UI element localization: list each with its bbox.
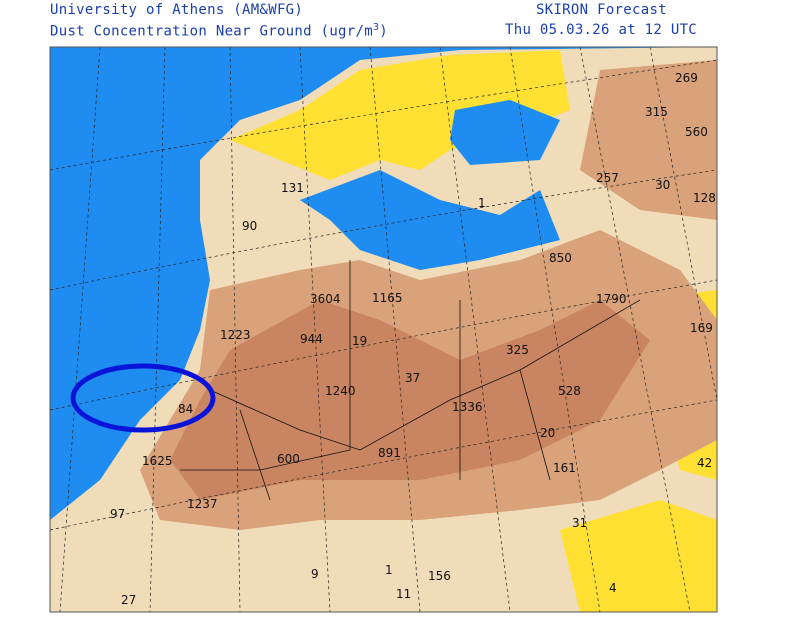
dust-very-high [170, 300, 650, 500]
concentration-label: 269 [675, 71, 698, 85]
concentration-label: 850 [549, 251, 572, 265]
mediterranean [300, 170, 560, 270]
concentration-label: 128 [693, 191, 716, 205]
concentration-label: 315 [645, 105, 668, 119]
map-body [50, 47, 717, 612]
concentration-label: 4 [609, 581, 617, 595]
concentration-label: 37 [405, 371, 420, 385]
subtitle-end: ) [379, 23, 389, 40]
concentration-label: 27 [121, 593, 136, 607]
concentration-label: 131 [281, 181, 304, 195]
concentration-label: 1223 [220, 328, 251, 342]
concentration-label: 325 [506, 343, 529, 357]
concentration-label: 1165 [372, 291, 403, 305]
meridians [59, 47, 717, 612]
concentration-label: 169 [690, 321, 713, 335]
concentration-label: 161 [553, 461, 576, 475]
model: SKIRON Forecast [536, 2, 667, 18]
subtitle-text: Dust Concentration Near Ground (ugr/m [50, 23, 373, 40]
concentration-label: 528 [558, 384, 581, 398]
country-borders [180, 260, 641, 501]
concentration-label: 1790 [596, 292, 627, 306]
black-sea [450, 100, 560, 165]
concentration-label: 600 [277, 452, 300, 466]
concentration-label: 90 [242, 219, 257, 233]
concentration-label: 20 [540, 426, 555, 440]
concentration-label: 944 [300, 332, 323, 346]
concentration-label: 1237 [187, 497, 218, 511]
subtitle: Dust Concentration Near Ground (ugr/m3) [50, 22, 388, 40]
concentration-label: 1625 [142, 454, 173, 468]
concentration-label: 42 [697, 456, 712, 470]
dust-high [580, 60, 717, 220]
concentration-label: 97 [110, 507, 125, 521]
concentration-label: 1240 [325, 384, 356, 398]
superscript: 3 [372, 22, 380, 33]
concentration-label: 19 [352, 334, 367, 348]
concentration-label: 84 [178, 402, 193, 416]
dust-free-area [560, 500, 717, 612]
concentration-label: 257 [596, 171, 619, 185]
concentration-label: 30 [655, 178, 670, 192]
concentration-label: 3604 [310, 292, 341, 306]
concentration-label: 1 [478, 196, 486, 210]
map-frame [49, 46, 718, 613]
concentration-label: 891 [378, 446, 401, 460]
concentration-label: 31 [572, 516, 587, 530]
concentration-label: 1336 [452, 400, 483, 414]
dust-free-area [230, 50, 570, 180]
graticule [50, 47, 717, 612]
concentration-label: 9 [311, 567, 319, 581]
parallels [50, 59, 717, 531]
concentration-label: 560 [685, 125, 708, 139]
borders [180, 260, 641, 501]
concentration-label: 156 [428, 569, 451, 583]
source: University of Athens (AM&WFG) [50, 2, 304, 18]
concentration-label: 11 [396, 587, 411, 601]
valid-time: Thu 05.03.26 at 12 UTC [505, 22, 698, 38]
concentration-label: 1 [385, 563, 393, 577]
highlight-ellipse [70, 363, 216, 433]
